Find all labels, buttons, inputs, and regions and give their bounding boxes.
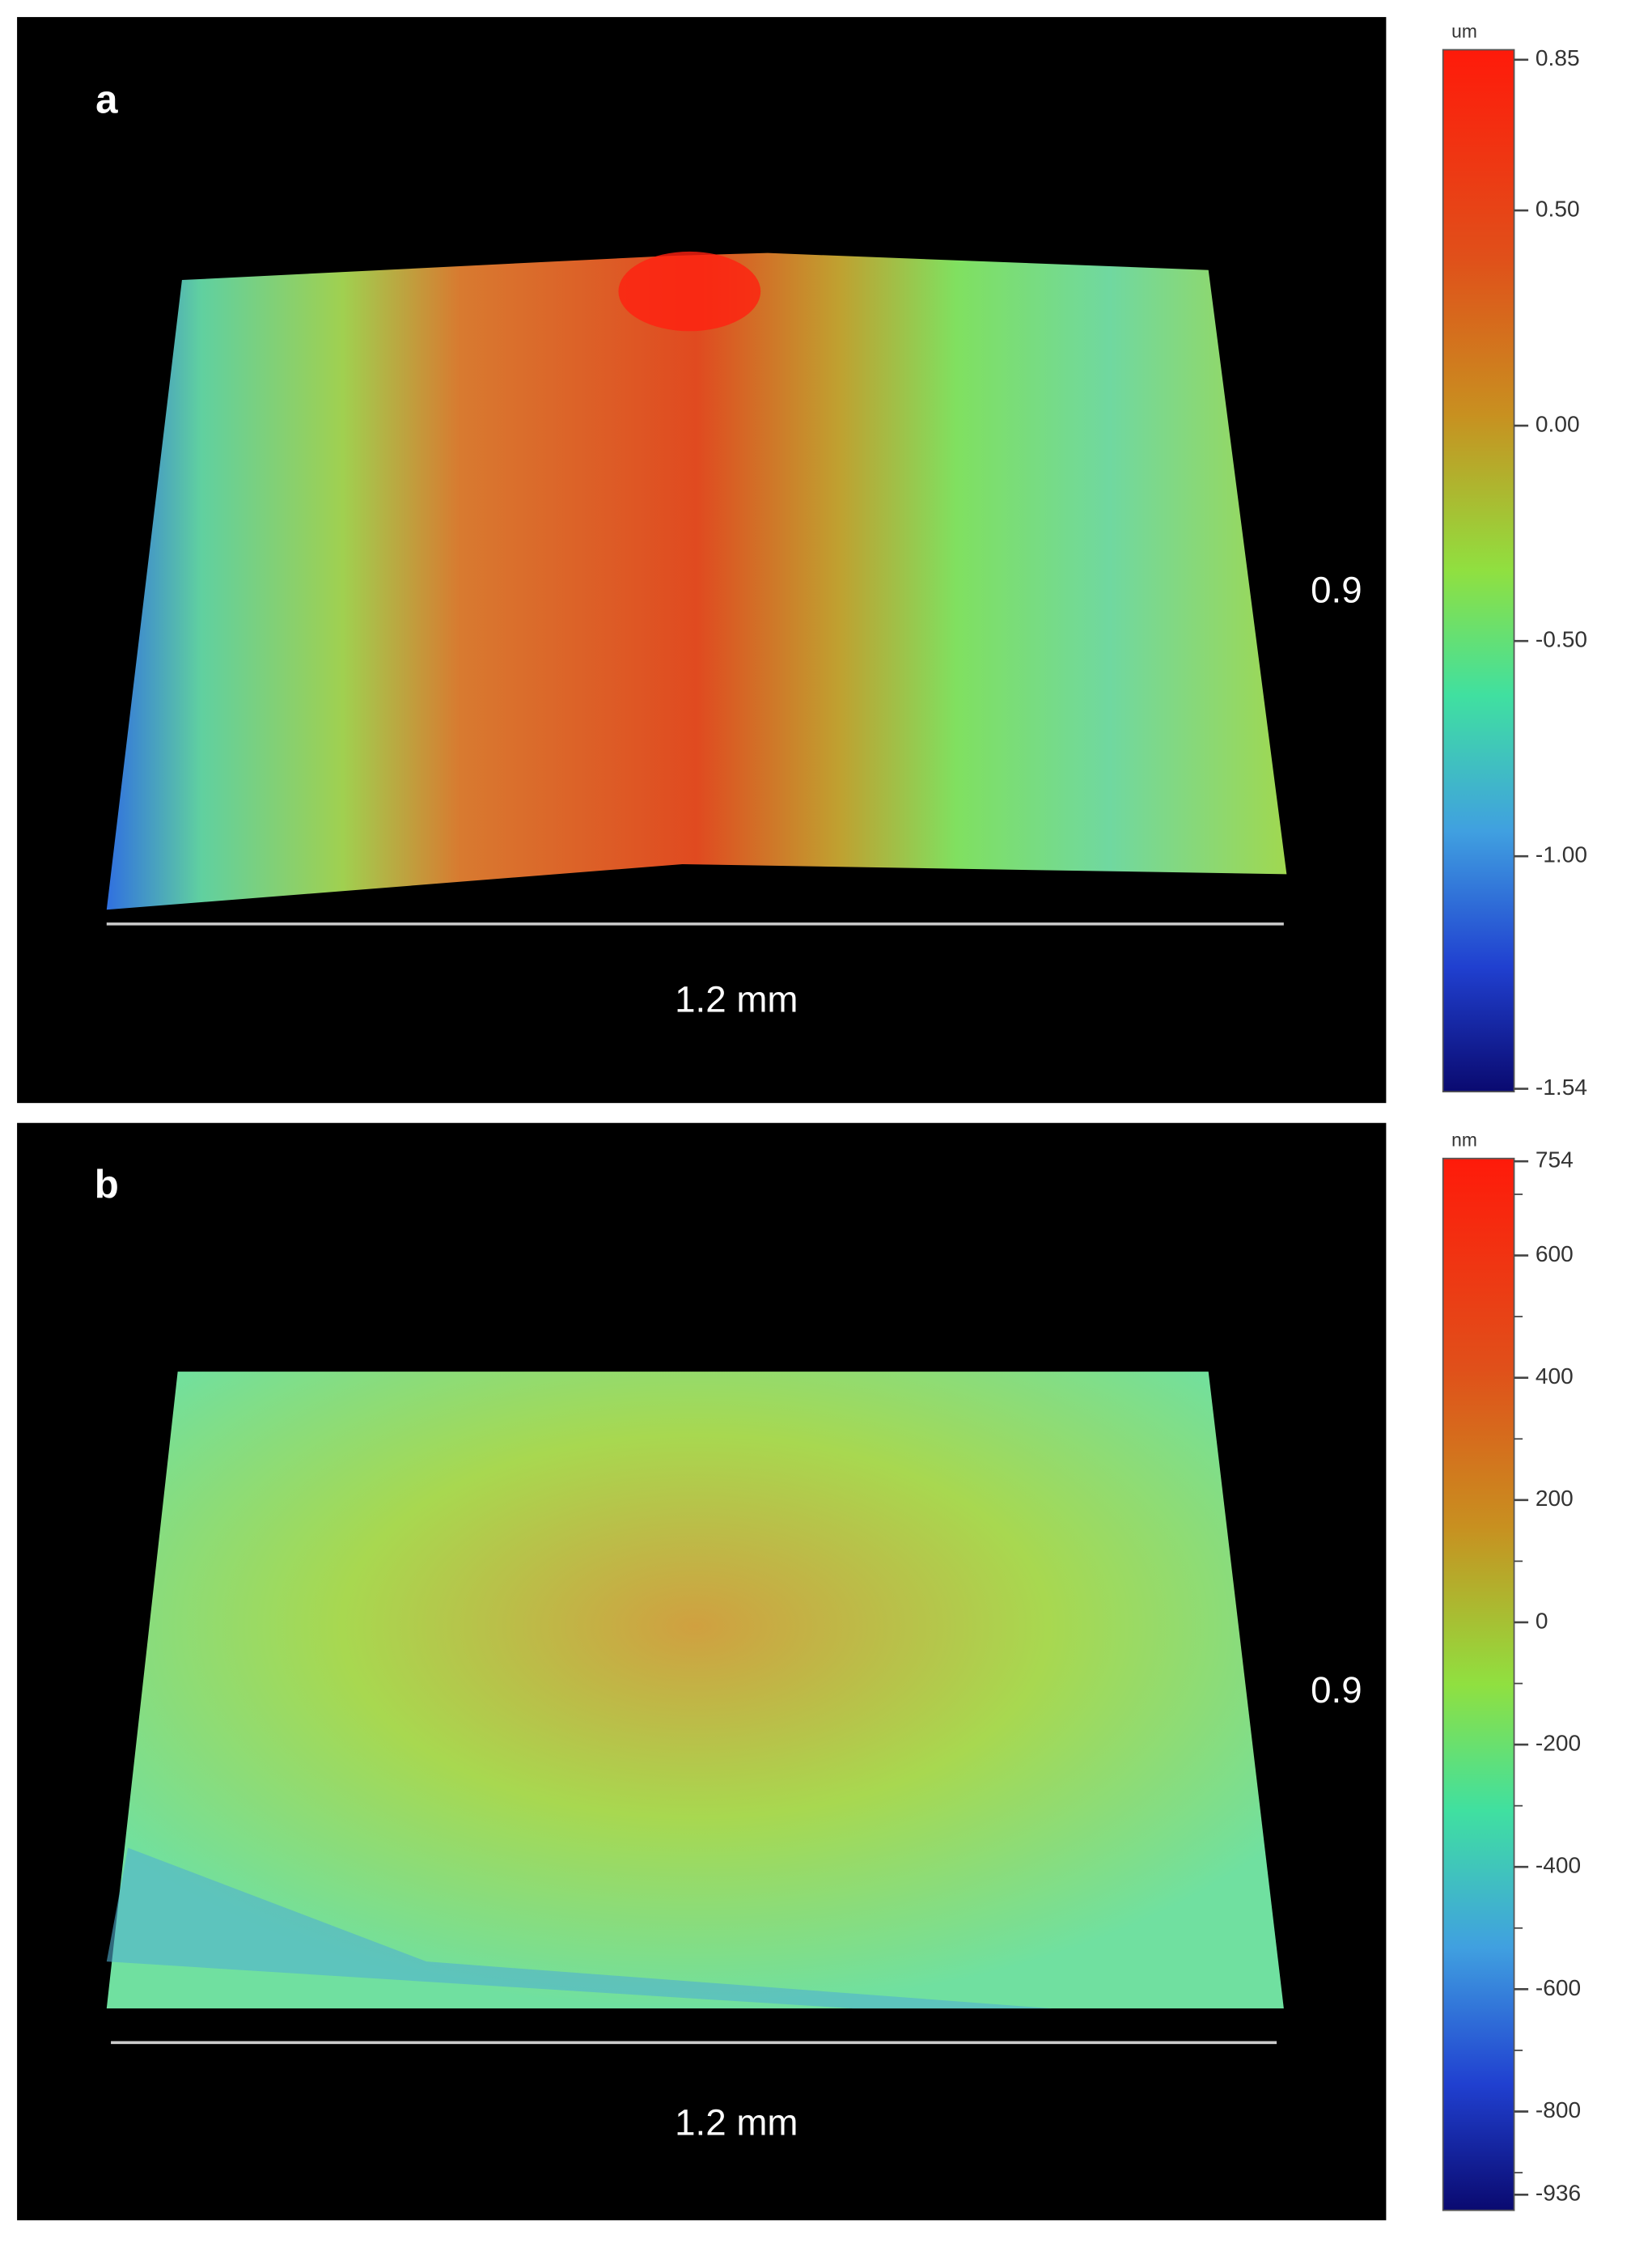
- surface-scratches: [106, 1847, 1053, 2009]
- colorbar-tick-label: -200: [1536, 1731, 1581, 1756]
- unit-label: nm: [1451, 1130, 1477, 1151]
- colorbar-tick-label: 600: [1536, 1241, 1574, 1266]
- colorbar-tick-label: 0.50: [1536, 196, 1580, 221]
- colorbar-tick-label: -936: [1536, 2181, 1581, 2206]
- surface: [106, 1372, 1284, 2009]
- unit-label: um: [1451, 20, 1477, 41]
- depth-label: 0.9: [1311, 570, 1362, 611]
- colorbar-tick-label: 754: [1536, 1147, 1574, 1172]
- surface-peak: [618, 251, 761, 332]
- colorbar-tick-label: 0: [1536, 1608, 1548, 1633]
- width-label: 1.2 mm: [675, 2101, 798, 2143]
- colorbar-tick-label: -1.00: [1536, 842, 1587, 867]
- colorbar-tick-label: -400: [1536, 1853, 1581, 1878]
- colorbar: [1442, 1157, 1515, 2211]
- panel-label: b: [95, 1162, 119, 1206]
- colorbar-tick-label: -0.50: [1536, 627, 1587, 652]
- colorbar-tick-label: -800: [1536, 2097, 1581, 2122]
- colorbar: [1442, 49, 1515, 1092]
- colorbar-tick-label: 0.85: [1536, 45, 1580, 70]
- colorbar-tick-label: -1.54: [1536, 1075, 1587, 1100]
- panel-label: a: [95, 77, 118, 121]
- colorbar-tick-label: -600: [1536, 1975, 1581, 2000]
- colorbar-tick-label: 400: [1536, 1363, 1574, 1389]
- colorbar-tick-label: 0.00: [1536, 412, 1580, 437]
- surface: [106, 252, 1287, 910]
- colorbar-tick-label: 200: [1536, 1486, 1574, 1511]
- width-label: 1.2 mm: [675, 979, 798, 1020]
- depth-label: 0.9: [1311, 1669, 1362, 1711]
